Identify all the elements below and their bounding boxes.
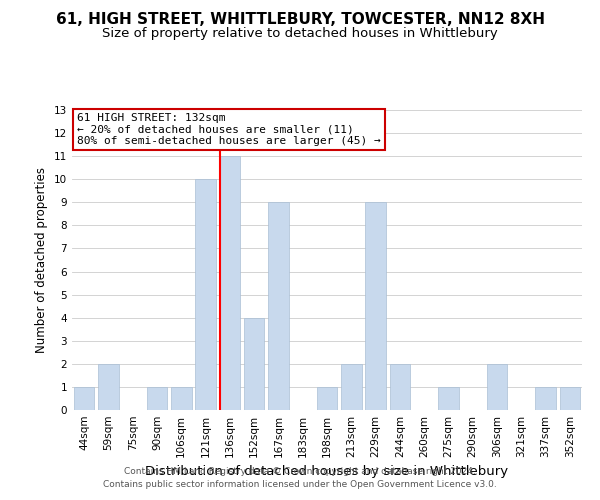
Bar [146, 387, 167, 410]
Bar [195, 179, 216, 410]
Bar [74, 387, 94, 410]
Text: 61 HIGH STREET: 132sqm
← 20% of detached houses are smaller (11)
80% of semi-det: 61 HIGH STREET: 132sqm ← 20% of detached… [77, 113, 381, 146]
Bar [487, 364, 508, 410]
Bar [438, 387, 459, 410]
Bar [220, 156, 240, 410]
Text: Contains public sector information licensed under the Open Government Licence v3: Contains public sector information licen… [103, 480, 497, 489]
Bar [535, 387, 556, 410]
Bar [171, 387, 191, 410]
Y-axis label: Number of detached properties: Number of detached properties [35, 167, 49, 353]
Bar [244, 318, 265, 410]
Bar [560, 387, 580, 410]
Text: 61, HIGH STREET, WHITTLEBURY, TOWCESTER, NN12 8XH: 61, HIGH STREET, WHITTLEBURY, TOWCESTER,… [56, 12, 545, 28]
Text: Size of property relative to detached houses in Whittlebury: Size of property relative to detached ho… [102, 28, 498, 40]
Bar [268, 202, 289, 410]
Bar [365, 202, 386, 410]
Bar [317, 387, 337, 410]
Bar [341, 364, 362, 410]
Bar [389, 364, 410, 410]
Text: Contains HM Land Registry data © Crown copyright and database right 2024.: Contains HM Land Registry data © Crown c… [124, 467, 476, 476]
Bar [98, 364, 119, 410]
X-axis label: Distribution of detached houses by size in Whittlebury: Distribution of detached houses by size … [145, 466, 509, 478]
